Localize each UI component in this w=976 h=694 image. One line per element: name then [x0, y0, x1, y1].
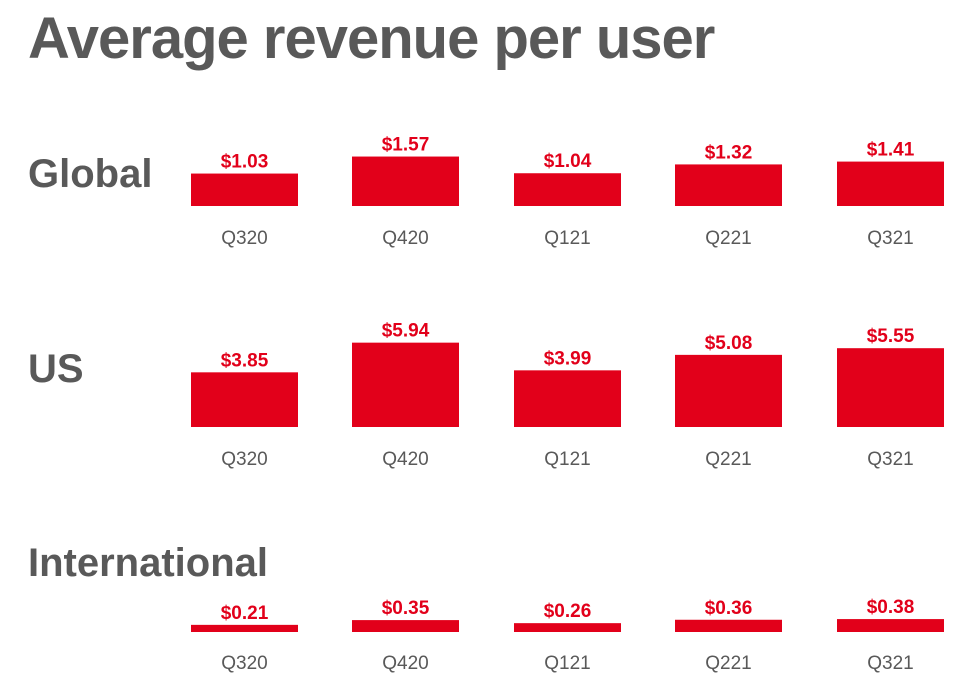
- us-bar-q420: [352, 342, 459, 427]
- global-value-label: $1.57: [382, 135, 430, 156]
- us-category-label: Q420: [382, 449, 428, 470]
- global-category-label: Q420: [382, 228, 428, 249]
- international-category-label: Q320: [221, 653, 267, 674]
- global-value-label: $1.41: [867, 140, 915, 161]
- international-value-label: $0.35: [382, 598, 430, 619]
- international-bar-q221: [675, 619, 782, 632]
- international-value-label: $0.38: [867, 597, 915, 618]
- global-bar-q420: [352, 156, 459, 206]
- global-category-label: Q121: [544, 228, 590, 249]
- global-value-label: $1.32: [705, 142, 753, 163]
- international-value-label: $0.26: [544, 601, 592, 622]
- us-value-label: $5.94: [382, 321, 430, 342]
- global-bar-q321: [837, 161, 944, 206]
- us-category-label: Q121: [544, 449, 590, 470]
- region-label-international: International: [28, 541, 269, 585]
- international-value-label: $0.21: [221, 603, 269, 624]
- region-label-us: US: [28, 347, 84, 391]
- global-category-label: Q320: [221, 228, 267, 249]
- international-value-label: $0.36: [705, 598, 753, 619]
- international-category-label: Q121: [544, 653, 590, 674]
- us-value-label: $5.08: [705, 333, 753, 354]
- us-bar-q321: [837, 348, 944, 427]
- international-bar-q320: [191, 624, 298, 632]
- us-category-label: Q321: [867, 449, 913, 470]
- us-category-label: Q320: [221, 449, 267, 470]
- global-bar-q221: [675, 164, 782, 206]
- international-bar-q121: [514, 623, 621, 632]
- us-value-label: $3.99: [544, 348, 592, 369]
- global-category-label: Q221: [705, 228, 751, 249]
- region-label-global: Global: [28, 152, 153, 196]
- international-bar-q420: [352, 620, 459, 632]
- international-category-label: Q420: [382, 653, 428, 674]
- global-bar-q320: [191, 173, 298, 206]
- us-value-label: $3.85: [221, 350, 269, 371]
- us-category-label: Q221: [705, 449, 751, 470]
- chart-title: Average revenue per user: [28, 6, 715, 71]
- global-bar-q121: [514, 173, 621, 206]
- global-value-label: $1.03: [221, 152, 269, 173]
- international-bar-q321: [837, 619, 944, 632]
- global-value-label: $1.04: [544, 151, 592, 172]
- us-value-label: $5.55: [867, 326, 915, 347]
- international-category-label: Q321: [867, 653, 913, 674]
- international-category-label: Q221: [705, 653, 751, 674]
- us-bar-q320: [191, 372, 298, 427]
- global-category-label: Q321: [867, 228, 913, 249]
- us-bar-q221: [675, 354, 782, 427]
- us-bar-q121: [514, 370, 621, 427]
